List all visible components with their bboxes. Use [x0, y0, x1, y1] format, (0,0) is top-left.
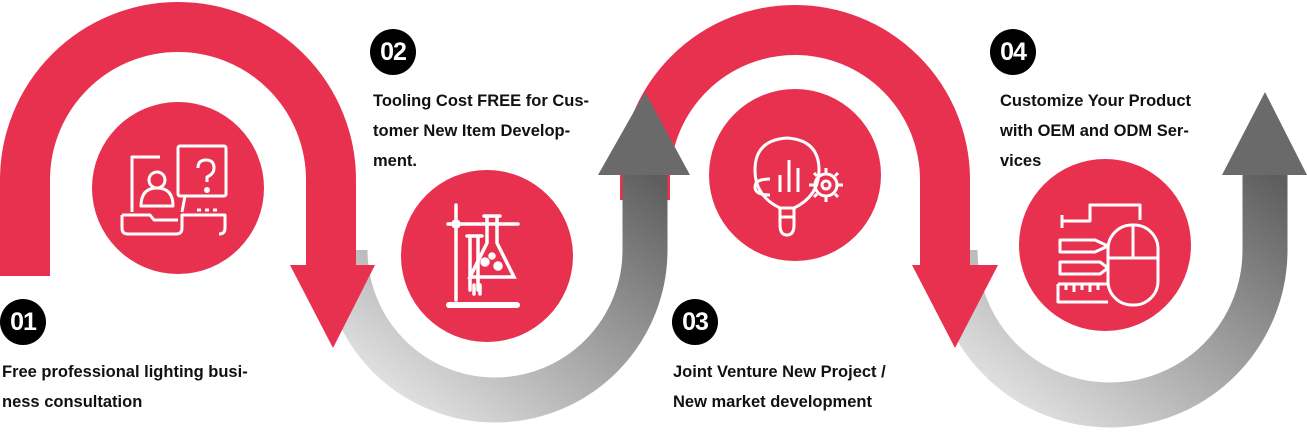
text-line: New market development [673, 393, 872, 411]
step-1-badge: 01 [0, 299, 46, 345]
text-line: Customize Your Product [1000, 92, 1191, 110]
step-4-description: Customize Your Product with OEM and ODM … [1000, 86, 1191, 176]
online-consultation-icon [120, 144, 228, 236]
red-arrow-1 [0, 2, 375, 348]
text-line: tomer New Item Develop- [373, 122, 571, 140]
gray-arrow-4 [932, 92, 1307, 428]
text-line: with OEM and ODM Ser- [1000, 122, 1189, 140]
text-line: ness consultation [2, 393, 143, 411]
step-2-circle [401, 170, 573, 342]
text-line: Joint Venture New Project / [673, 363, 886, 381]
step-1-description: Free professional lighting busi- ness co… [2, 357, 248, 417]
step-2-description: Tooling Cost FREE for Cus- tomer New Ite… [373, 86, 589, 176]
gray-arrow-2 [322, 92, 690, 423]
step-3-description: Joint Venture New Project / New market d… [673, 357, 886, 417]
idea-bulb-gear-icon [753, 136, 843, 237]
step-4-badge: 04 [990, 29, 1036, 75]
text-line: Free professional lighting busi- [2, 363, 248, 381]
step-2-badge: 02 [370, 29, 416, 75]
text-line: ment. [373, 152, 418, 170]
text-line: Tooling Cost FREE for Cus- [373, 92, 590, 110]
text-line: vices [1000, 152, 1042, 170]
red-arrow-3 [620, 5, 998, 348]
step-3-badge: 03 [672, 299, 718, 345]
step-3-circle [709, 89, 881, 261]
laboratory-flask-icon [446, 203, 520, 308]
design-tools-mouse-icon [1056, 203, 1160, 307]
